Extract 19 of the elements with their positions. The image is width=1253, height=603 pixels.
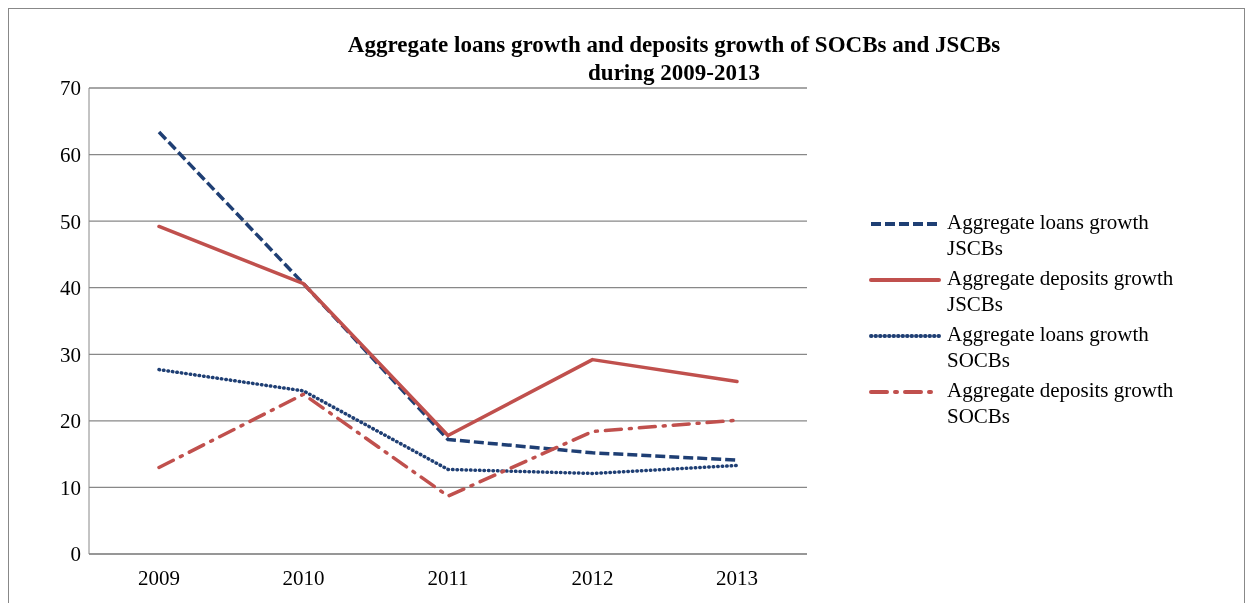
- y-tick-label: 50: [60, 209, 81, 234]
- x-tick-label: 2009: [138, 565, 180, 590]
- x-tick-label: 2010: [282, 565, 325, 590]
- x-tick-label: 2011: [427, 565, 469, 590]
- y-tick-label: 30: [60, 342, 81, 367]
- y-tick-label: 40: [60, 276, 81, 301]
- y-tick-label: 60: [60, 143, 81, 168]
- y-tick-label: 70: [60, 76, 81, 101]
- legend-label: Aggregate loans growth JSCBs: [947, 209, 1150, 261]
- x-tick-label: 2013: [716, 565, 758, 590]
- chart-title: Aggregate loans growth and deposits growth of SOCBs and JSCBs during 2009-2013: [346, 31, 1002, 87]
- y-tick-label: 10: [60, 475, 81, 500]
- legend-label: Aggregate deposits growth JSCBs: [947, 265, 1175, 317]
- line-series: [157, 224, 739, 438]
- y-tick-label: 0: [70, 542, 81, 567]
- legend-label: Aggregate loans growth SOCBs: [947, 321, 1150, 373]
- x-tick-label: 2012: [571, 565, 614, 590]
- legend-label: Aggregate deposits growth SOCBs: [947, 377, 1175, 429]
- y-tick-label: 20: [60, 409, 81, 434]
